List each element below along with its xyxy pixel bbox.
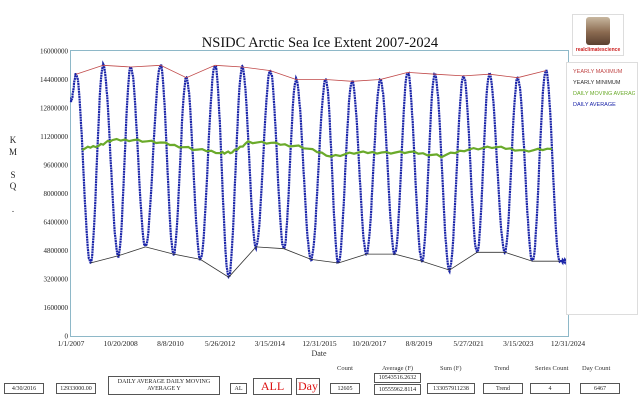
y-tick-label: 11200000	[40, 133, 68, 141]
logo[interactable]: realclimatescience	[572, 14, 624, 56]
y-tick-label: 8000000	[44, 190, 69, 198]
x-tick-label: 12/31/2015	[302, 339, 336, 348]
x-tick-label: 8/8/2010	[157, 339, 184, 348]
series-line-yearly-minimum	[90, 246, 560, 278]
plot-frame	[70, 50, 569, 337]
x-tick-label: 10/20/2017	[352, 339, 386, 348]
y-tick-label: 1600000	[44, 304, 69, 312]
average-top-field: 10543516.2632	[374, 373, 421, 383]
x-tick-label: 5/27/2021	[453, 339, 484, 348]
y-tick-label: 3200000	[44, 276, 69, 284]
series-selector[interactable]: DAILY AVERAGE DAILY MOVING AVERAGE Y	[108, 376, 220, 395]
al-button[interactable]: AL	[230, 383, 247, 394]
y-tick-label: 6400000	[44, 219, 69, 227]
date-field[interactable]: 4/30/2016	[4, 383, 44, 394]
value-field[interactable]: 12933000.00	[56, 383, 96, 394]
logo-text: realclimatescience	[575, 47, 621, 53]
x-tick-label: 12/31/2024	[551, 339, 585, 348]
legend-item-daily-average: DAILY AVERAGE	[573, 102, 616, 108]
count-field: 12605	[330, 383, 360, 394]
series-line-daily-average	[69, 60, 570, 279]
x-tick-label: 10/20/2008	[104, 339, 138, 348]
average-field: 10555962.8114	[374, 384, 421, 395]
logo-photo	[586, 17, 610, 45]
sum-header: Sum (F)	[440, 365, 462, 372]
x-tick-label: 5/26/2012	[205, 339, 236, 348]
legend-item-daily-moving-average: DAILY MOVING AVERAGE	[573, 91, 635, 97]
count-header: Count	[337, 365, 353, 372]
series-count-header: Series Count	[535, 365, 569, 372]
x-axis-label: Date	[311, 349, 327, 358]
sum-field: 133057911238	[427, 383, 475, 394]
y-tick-label: 0	[65, 333, 69, 341]
x-tick-label: 1/1/2007	[58, 339, 85, 348]
y-tick-label: 9600000	[44, 162, 69, 170]
y-tick-label: 12800000	[40, 105, 69, 113]
y-tick-label: 16000000	[40, 48, 69, 56]
x-tick-label: 3/15/2014	[255, 339, 286, 348]
x-tick-label: 8/8/2019	[406, 339, 433, 348]
chart-legend: YEARLY MAXIMUM YEARLY MINIMUM DAILY MOVI…	[566, 62, 638, 315]
series-count-field: 4	[530, 383, 570, 394]
x-tick-label: 3/15/2023	[503, 339, 534, 348]
trend-field: Trend	[483, 383, 523, 394]
legend-item-yearly-minimum: YEARLY MINIMUM	[573, 80, 621, 86]
average-header: Average (F)	[382, 365, 414, 372]
y-tick-label: 4800000	[44, 247, 69, 255]
chart-title: NSIDC Arctic Sea Ice Extent 2007-2024	[202, 35, 439, 51]
legend-item-yearly-maximum: YEARLY MAXIMUM	[573, 69, 623, 75]
day-count-header: Day Count	[582, 365, 611, 372]
trend-header: Trend	[494, 365, 510, 372]
day-button[interactable]: Day	[296, 378, 320, 395]
all-button[interactable]: ALL	[253, 378, 292, 395]
y-tick-label: 14400000	[40, 76, 69, 84]
series-line-yearly-maximum	[75, 64, 546, 82]
series-line-daily-moving-average	[81, 137, 552, 159]
day-count-field: 6467	[580, 383, 620, 394]
